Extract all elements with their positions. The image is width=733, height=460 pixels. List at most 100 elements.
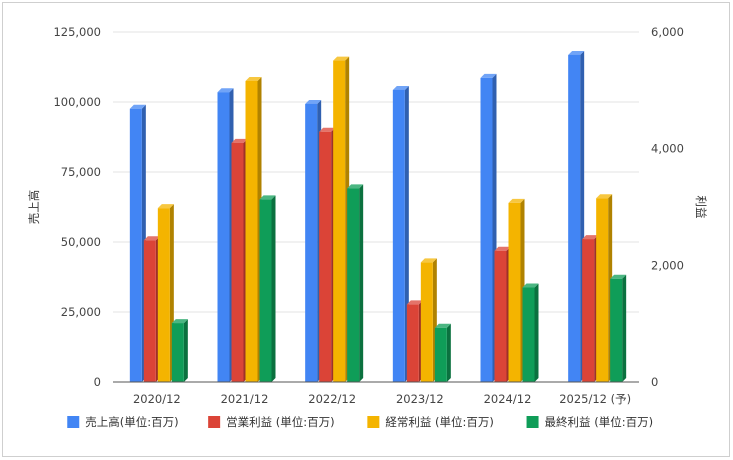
bar	[305, 99, 322, 383]
bar-front	[406, 304, 419, 382]
bar-top	[582, 235, 599, 240]
bar	[508, 198, 525, 382]
bar-top	[508, 198, 525, 203]
legend-label: 売上高(単位:百万)	[85, 415, 178, 429]
y-left-tick-label: 25,000	[61, 305, 101, 319]
bar-front	[231, 142, 244, 382]
bar-front	[494, 250, 507, 382]
bar-front	[434, 327, 447, 382]
bar-side	[359, 184, 364, 382]
bar	[522, 283, 539, 382]
bar-top	[157, 204, 174, 209]
y-right-tick-label: 6,000	[651, 25, 684, 39]
legend-item: 売上高(単位:百万)	[67, 415, 179, 429]
axes: 0 25,000 50,000 75,000 100,000 125,000 0 2,000 4…	[27, 25, 708, 406]
bar	[143, 236, 160, 382]
bar-front	[582, 239, 595, 382]
bar	[610, 274, 627, 382]
bar-front	[596, 198, 609, 382]
legend-swatch	[367, 416, 380, 428]
legend-swatch	[67, 416, 80, 428]
bar-front	[333, 60, 346, 382]
bar-side	[271, 195, 276, 382]
legend: 売上高(単位:百万) 営業利益 (単位:百万) 経常利益 (単位:百万) 最終利益 (…	[67, 415, 653, 429]
bar	[347, 184, 364, 382]
x-tick-label: 2023/12	[396, 392, 444, 406]
y-left-tick-label: 0	[94, 375, 101, 389]
bar-front	[319, 131, 332, 382]
x-tick-label: 2022/12	[308, 392, 356, 406]
bar-side	[183, 319, 188, 382]
bar	[494, 246, 511, 382]
bar-top	[494, 246, 511, 251]
bar-top	[217, 88, 234, 93]
bar-front	[508, 202, 521, 382]
bar-front	[171, 323, 184, 382]
bar-top	[434, 323, 451, 328]
bar-top	[305, 99, 322, 104]
bar-front	[305, 103, 318, 383]
bar	[129, 104, 146, 382]
bar-side	[534, 283, 539, 382]
bar-top	[610, 274, 627, 279]
bar-front	[610, 278, 623, 382]
legend-item: 経常利益 (単位:百万)	[367, 415, 494, 429]
y-right-tick-label: 2,000	[651, 258, 684, 272]
x-tick-label: 2020/12	[133, 392, 181, 406]
y-left-tick-label: 75,000	[61, 165, 101, 179]
bar	[480, 73, 497, 383]
bar-side	[622, 274, 627, 382]
bar-front	[129, 108, 142, 382]
bar-top	[480, 73, 497, 78]
legend-label: 最終利益 (単位:百万)	[545, 415, 654, 429]
bar	[392, 85, 409, 383]
bar-top	[143, 236, 160, 241]
bar-top	[420, 258, 437, 263]
bar-top	[347, 184, 364, 189]
bar-top	[259, 195, 276, 200]
x-tick-label: 2025/12 (予)	[559, 392, 631, 406]
bar	[245, 77, 262, 382]
bar	[319, 127, 336, 382]
legend-label: 経常利益 (単位:百万)	[385, 415, 494, 429]
bar-top	[129, 104, 146, 109]
bar	[157, 204, 174, 382]
y-right-tick-label: 4,000	[651, 142, 684, 156]
legend-swatch	[208, 416, 221, 428]
bar	[406, 300, 423, 382]
bar-front	[568, 54, 581, 383]
bar-front	[347, 188, 360, 382]
bar	[420, 258, 437, 382]
y-left-tick-label: 50,000	[61, 235, 101, 249]
bar	[596, 194, 613, 382]
bar-top	[522, 283, 539, 288]
y-left-tick-label: 125,000	[53, 25, 101, 39]
bar	[582, 235, 599, 382]
bar-front	[480, 77, 493, 383]
legend-label: 営業利益 (単位:百万)	[226, 415, 335, 429]
bar-top	[333, 56, 350, 61]
bar-top	[231, 138, 248, 143]
bar-top	[406, 300, 423, 305]
x-tick-label: 2021/12	[221, 392, 269, 406]
bars	[129, 50, 627, 383]
bar	[568, 50, 585, 383]
bar-front	[259, 199, 272, 382]
x-tick-label: 2024/12	[484, 392, 532, 406]
bar-front	[392, 89, 405, 383]
bar-top	[171, 319, 188, 324]
y-left-tick-label: 100,000	[53, 95, 101, 109]
bar-front	[217, 92, 230, 382]
bar-front	[420, 262, 433, 382]
bar-front	[157, 208, 170, 382]
bar-top	[568, 50, 585, 55]
bar	[333, 56, 350, 382]
bar	[171, 319, 188, 382]
legend-item: 最終利益 (単位:百万)	[526, 415, 654, 429]
bar-top	[245, 77, 262, 81]
legend-swatch	[526, 416, 539, 428]
bar	[231, 138, 248, 382]
bar	[259, 195, 276, 382]
bar-top	[392, 85, 409, 90]
bar	[217, 88, 234, 382]
